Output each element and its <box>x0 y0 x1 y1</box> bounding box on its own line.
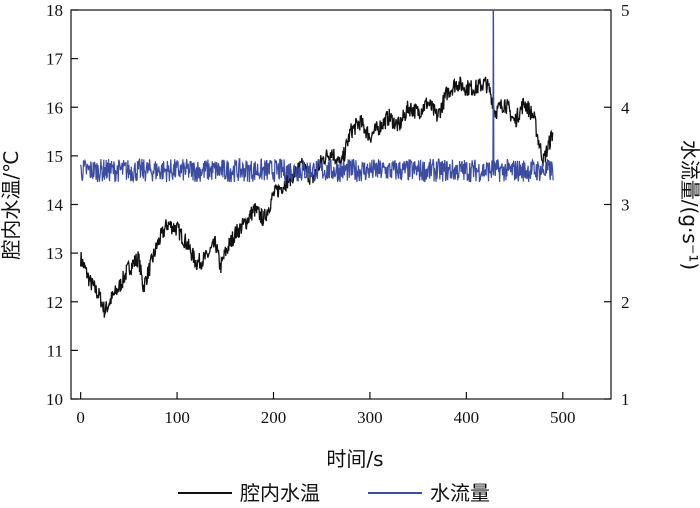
right-y-tick-label: 2 <box>621 293 630 312</box>
right-y-axis-label: 水流量/(g·s⁻¹) <box>678 140 700 270</box>
legend-label-water-flow: 水流量 <box>430 481 490 505</box>
x-axis-label: 时间/s <box>326 447 383 471</box>
right-y-axis-ticks: 1 2 3 4 5 <box>604 1 630 409</box>
x-tick-label: 200 <box>261 408 287 427</box>
left-y-tick-label: 15 <box>46 147 63 166</box>
left-y-tick-label: 13 <box>46 244 63 263</box>
x-tick-label: 100 <box>164 408 190 427</box>
left-y-tick-label: 14 <box>46 196 64 215</box>
x-axis-ticks: 0 100 200 300 400 500 <box>76 392 576 427</box>
left-y-tick-label: 11 <box>47 341 63 360</box>
left-y-tick-label: 10 <box>46 390 63 409</box>
x-tick-label: 0 <box>76 408 85 427</box>
legend-label-water-temp: 腔内水温 <box>240 481 320 505</box>
left-y-tick-label: 16 <box>46 98 63 117</box>
left-y-tick-label: 18 <box>46 1 63 20</box>
right-y-tick-label: 1 <box>621 390 630 409</box>
right-y-tick-label: 3 <box>621 196 630 215</box>
left-y-tick-label: 17 <box>46 50 64 69</box>
left-y-tick-label: 12 <box>46 293 63 312</box>
x-tick-label: 300 <box>357 408 383 427</box>
legend: 腔内水温 水流量 <box>178 481 490 505</box>
left-y-axis-ticks: 10 11 12 13 14 15 16 17 18 <box>46 1 78 409</box>
right-y-tick-label: 4 <box>621 98 630 117</box>
x-tick-label: 500 <box>550 408 576 427</box>
series-line-water-temp <box>79 76 554 318</box>
x-tick-label: 400 <box>454 408 480 427</box>
series-lines <box>79 9 554 318</box>
plot-frame <box>70 9 612 400</box>
left-y-axis-label: 腔内水温/℃ <box>0 150 23 259</box>
series-line-water-flow <box>80 9 554 185</box>
right-y-tick-label: 5 <box>621 1 630 20</box>
